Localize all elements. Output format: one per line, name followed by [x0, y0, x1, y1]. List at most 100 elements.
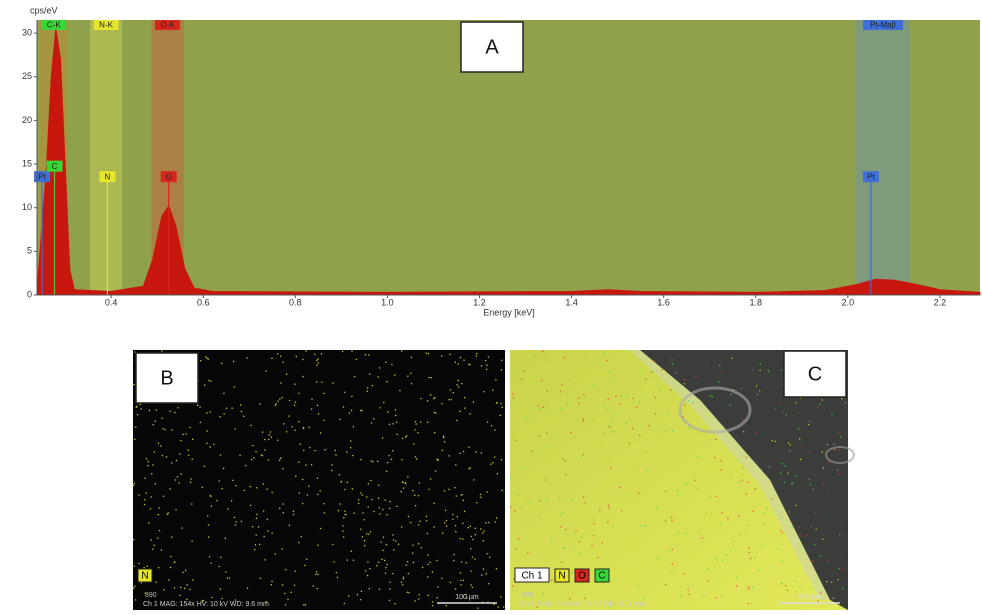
map-dot	[718, 364, 721, 367]
map-dot	[360, 590, 363, 593]
map-dot	[450, 399, 452, 401]
map-dot	[383, 401, 385, 404]
map-dot	[463, 510, 466, 513]
map-dot	[619, 486, 621, 489]
map-dot	[169, 410, 171, 412]
map-dot	[476, 352, 478, 355]
map-dot	[563, 356, 566, 359]
map-dot	[811, 560, 814, 562]
band-label-box	[863, 20, 904, 30]
map-dot	[748, 551, 750, 554]
map-dot	[768, 466, 770, 468]
map-dot	[240, 520, 242, 523]
map-dot	[680, 595, 682, 597]
map-dot	[711, 396, 713, 398]
map-dot	[162, 428, 164, 430]
map-dot	[512, 397, 515, 399]
map-dot	[382, 536, 385, 538]
map-dot	[260, 454, 262, 456]
map-dot	[584, 354, 586, 356]
map-dot	[249, 485, 252, 488]
map-dot	[454, 487, 456, 489]
map-dot	[620, 509, 623, 512]
map-dot	[535, 507, 537, 509]
map-dot	[206, 412, 208, 414]
map-dot	[401, 481, 404, 483]
map-dot	[687, 400, 690, 402]
map-dot	[394, 374, 396, 376]
map-dot	[761, 544, 764, 547]
map-dot	[361, 409, 363, 411]
map-dot	[391, 363, 393, 366]
map-dot	[331, 469, 333, 472]
map-dot	[380, 541, 382, 543]
map-dot	[831, 581, 833, 583]
map-dot	[832, 597, 835, 599]
map-dot	[371, 384, 374, 387]
map-dot	[663, 369, 665, 372]
map-dot	[393, 549, 395, 551]
map-dot	[578, 397, 580, 399]
map-dot	[812, 488, 815, 490]
map-dot	[766, 507, 768, 510]
map-dot	[388, 599, 391, 601]
map-dot	[751, 586, 754, 589]
map-dot	[746, 524, 748, 527]
map-dot	[426, 520, 428, 522]
map-dot	[367, 483, 370, 485]
map-dot	[261, 431, 264, 433]
map-dot	[185, 433, 187, 435]
map-dot	[482, 540, 484, 542]
map-dot	[605, 443, 607, 445]
map-dot	[808, 478, 811, 480]
map-dot	[486, 553, 488, 555]
map-dot	[445, 604, 448, 607]
map-dot	[799, 438, 801, 440]
map-dot	[486, 421, 489, 423]
map-dot	[809, 483, 812, 486]
map-dot	[732, 541, 734, 543]
map-dot	[539, 408, 542, 410]
map-dot	[387, 411, 389, 413]
map-dot	[392, 539, 395, 541]
map-dot	[133, 384, 135, 386]
map-dot	[385, 361, 387, 364]
map-dot	[202, 599, 204, 602]
map-dot	[819, 592, 822, 594]
map-dot	[643, 597, 645, 599]
map-dot	[652, 568, 654, 571]
marker-label-box	[160, 171, 177, 183]
map-dot	[441, 577, 443, 579]
map-dot	[294, 429, 296, 431]
map-dot	[350, 409, 353, 412]
map-dot	[569, 598, 571, 600]
map-dot	[562, 511, 564, 513]
map-dot	[395, 414, 397, 417]
map-dot	[677, 532, 680, 534]
map-dot	[294, 383, 296, 385]
map-dot	[743, 523, 746, 525]
map-dot	[547, 433, 549, 435]
map-dot	[542, 406, 544, 408]
map-dot	[480, 528, 482, 530]
map-dot	[411, 552, 414, 554]
map-dot	[351, 350, 353, 352]
map-dot	[470, 570, 472, 572]
map-dot	[368, 533, 370, 535]
map-dot	[373, 418, 375, 420]
map-dot	[170, 555, 172, 558]
map-dot	[407, 375, 409, 377]
map-dot	[392, 534, 394, 536]
map-dot	[410, 383, 413, 385]
panel-label-box	[783, 350, 847, 398]
map-dot	[406, 560, 409, 563]
map-dot	[462, 538, 464, 540]
map-dot	[388, 507, 391, 510]
map-dot	[754, 488, 757, 490]
map-dot	[641, 564, 644, 566]
map-dot	[427, 554, 429, 556]
map-dot	[548, 516, 550, 518]
element-band	[856, 20, 911, 295]
map-dot	[841, 557, 843, 559]
